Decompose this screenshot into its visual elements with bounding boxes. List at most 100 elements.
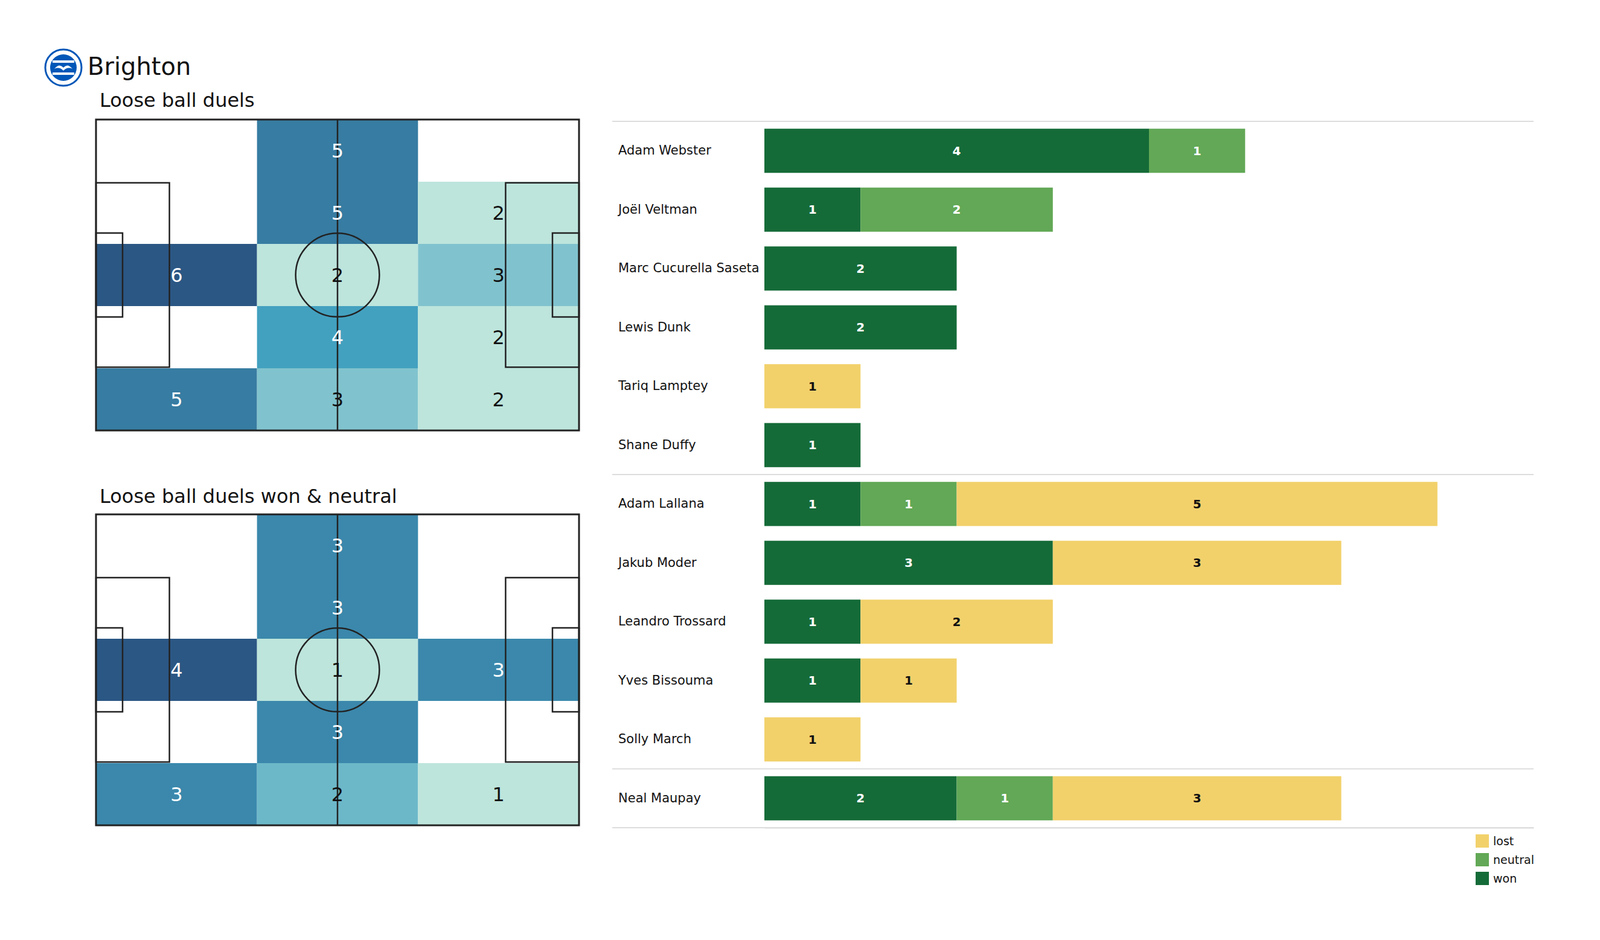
bar-segment bbox=[860, 599, 1053, 644]
bar-segment bbox=[956, 305, 957, 350]
data-label: 1 bbox=[808, 732, 817, 747]
data-label: 4 bbox=[170, 658, 183, 682]
data-label: 2 bbox=[856, 261, 865, 276]
data-label: 2 bbox=[492, 201, 505, 225]
legend-swatch bbox=[1475, 871, 1489, 886]
tick-label: Lewis Dunk bbox=[618, 320, 692, 335]
data-label: 1 bbox=[1193, 143, 1202, 159]
heatmap-cell bbox=[417, 638, 580, 701]
data-label: 2 bbox=[952, 202, 962, 217]
bar-segment bbox=[764, 481, 861, 526]
crest-gull bbox=[54, 65, 73, 71]
data-label: 3 bbox=[331, 534, 344, 558]
data-label: 1 bbox=[808, 614, 817, 630]
bar-segment bbox=[956, 481, 1438, 526]
legend: lost neutral won bbox=[1475, 834, 1535, 886]
separator-line bbox=[612, 827, 1534, 829]
legend-swatch bbox=[1475, 853, 1489, 867]
data-labels: 412211311212111532113 bbox=[808, 143, 1202, 807]
data-label: 3 bbox=[331, 720, 344, 744]
bar-segment bbox=[764, 305, 957, 350]
tick: Solly March bbox=[618, 731, 692, 747]
data-labels: 334133321 bbox=[170, 534, 505, 807]
data-label: 1 bbox=[331, 658, 344, 682]
data-label: 3 bbox=[331, 596, 344, 620]
pitch-lines bbox=[96, 119, 580, 431]
bar-segment bbox=[860, 481, 957, 526]
tick-label: Adam Webster bbox=[618, 143, 712, 158]
heatmap-cell bbox=[417, 763, 580, 826]
pitch-border bbox=[96, 119, 580, 431]
bar-segment bbox=[1052, 540, 1342, 586]
data-label: 5 bbox=[170, 388, 183, 412]
separator-line bbox=[612, 768, 1534, 770]
data-label: 2 bbox=[492, 326, 505, 349]
heatmap: Loose ball duels won & neutral334133321 bbox=[96, 484, 580, 826]
crest-inner bbox=[50, 54, 77, 81]
team-crest bbox=[45, 49, 82, 86]
tick: Adam Webster bbox=[618, 143, 712, 158]
crest-stripe bbox=[52, 60, 75, 63]
bar-segment bbox=[860, 423, 861, 468]
tick-label: Yves Bissouma bbox=[617, 673, 714, 688]
data-label: 2 bbox=[856, 320, 865, 335]
bar-segment bbox=[956, 305, 957, 350]
legend-item: lost bbox=[1475, 834, 1514, 848]
legend-label: lost bbox=[1493, 834, 1514, 848]
tick: Neal Maupay bbox=[618, 790, 701, 806]
separator-line bbox=[612, 120, 1534, 122]
data-label: 3 bbox=[904, 555, 913, 570]
bar-segment bbox=[764, 364, 861, 409]
chart-title: Loose ball duels bbox=[99, 88, 255, 112]
heatmap-cells bbox=[96, 514, 580, 826]
tick-label: Leandro Trossard bbox=[618, 614, 727, 629]
bar-segment bbox=[764, 717, 861, 762]
legend-item: neutral bbox=[1475, 853, 1535, 867]
y-axis: Adam WebsterJoël VeltmanMarc Cucurella S… bbox=[617, 143, 760, 806]
data-label: 2 bbox=[952, 614, 962, 630]
bar-segment bbox=[764, 423, 861, 468]
heatmap-cell bbox=[96, 638, 258, 701]
tick-label: Shane Duffy bbox=[618, 437, 697, 453]
separator-line bbox=[612, 473, 1534, 476]
bar-segment bbox=[764, 540, 1053, 586]
data-label: 5 bbox=[331, 139, 344, 163]
crest-stripe bbox=[52, 72, 75, 75]
bar-segment bbox=[860, 187, 1053, 232]
chart-title: Loose ball duels won & neutral bbox=[99, 484, 398, 508]
bar-segment bbox=[1052, 187, 1053, 232]
data-label: 1 bbox=[1000, 790, 1009, 806]
data-label: 3 bbox=[492, 658, 505, 682]
data-label: 3 bbox=[331, 388, 344, 412]
bar-segment bbox=[956, 246, 957, 291]
centre-circle bbox=[295, 233, 380, 317]
data-label: 1 bbox=[808, 202, 817, 217]
crest-ring bbox=[45, 49, 82, 86]
data-label: 4 bbox=[952, 143, 962, 159]
data-label: 6 bbox=[170, 263, 183, 287]
data-label: 1 bbox=[808, 437, 817, 453]
tick: Yves Bissouma bbox=[617, 673, 714, 688]
legend-label: neutral bbox=[1493, 853, 1535, 867]
tick: Adam Lallana bbox=[618, 496, 705, 511]
heatmap-cell bbox=[96, 763, 258, 826]
heatmap-cell bbox=[417, 181, 580, 244]
bar-segment bbox=[956, 776, 1053, 821]
six-yard-box bbox=[96, 627, 123, 712]
bars bbox=[764, 128, 1438, 821]
data-label: 1 bbox=[492, 783, 505, 807]
data-label: 1 bbox=[808, 379, 817, 394]
separators bbox=[612, 121, 1534, 828]
data-label: 5 bbox=[1193, 496, 1202, 512]
data-label: 2 bbox=[856, 790, 865, 806]
tick: Joël Veltman bbox=[617, 202, 698, 217]
heatmap-cells bbox=[96, 119, 580, 431]
heatmap-cell bbox=[417, 243, 580, 307]
legend-label: won bbox=[1493, 871, 1517, 886]
data-label: 5 bbox=[331, 201, 344, 225]
heatmap-cell bbox=[96, 243, 258, 307]
tick: Lewis Dunk bbox=[618, 320, 692, 335]
data-label: 3 bbox=[1193, 790, 1202, 806]
bar-segment bbox=[764, 128, 1149, 173]
bar-segment bbox=[1052, 776, 1342, 821]
